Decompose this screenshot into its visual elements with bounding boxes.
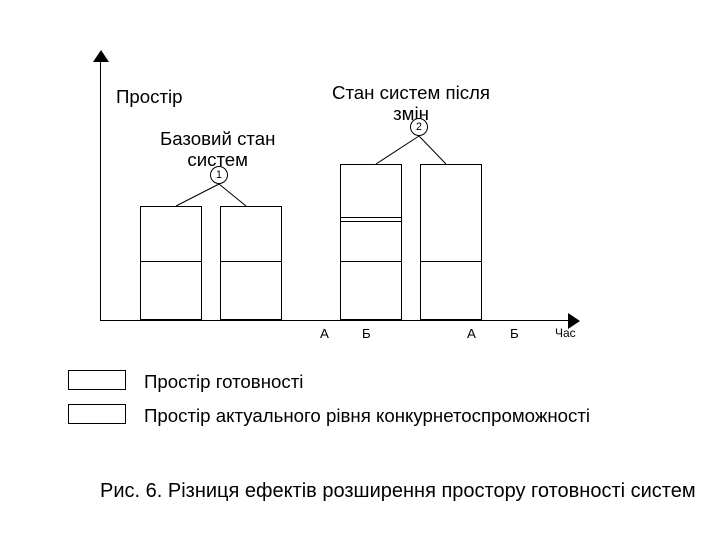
x-tick-label: А — [320, 326, 329, 341]
bar — [140, 206, 202, 320]
bar-divider — [421, 261, 481, 262]
group-marker-number: 2 — [416, 121, 422, 133]
legend-label: Простір актуального рівня конкурнетоспро… — [144, 405, 590, 427]
x-tick-label: Б — [510, 326, 519, 341]
bar — [340, 164, 402, 320]
figure-caption: Рис. 6. Різниця ефектів розширення прост… — [100, 480, 696, 503]
x-axis — [100, 320, 570, 321]
group-title: Базовий стансистем — [160, 128, 275, 171]
x-axis-label: Час — [555, 326, 576, 340]
group-marker: 1 — [210, 166, 228, 184]
y-axis-label: Простір — [116, 86, 183, 108]
bar-divider — [341, 217, 401, 218]
legend-swatch — [68, 370, 126, 390]
bar-divider — [341, 221, 401, 222]
bar-divider — [341, 261, 401, 262]
group-title-line: Стан систем після — [332, 82, 490, 103]
legend-swatch — [68, 404, 126, 424]
group-title: Стан систем післязмін — [332, 82, 490, 125]
group-marker-number: 1 — [216, 169, 222, 181]
bar — [220, 206, 282, 320]
x-tick-label: Б — [362, 326, 371, 341]
legend-label: Простір готовності — [144, 371, 303, 393]
y-axis-arrow-icon — [93, 50, 109, 62]
group-marker: 2 — [410, 118, 428, 136]
group-title-line: Базовий стан — [160, 128, 275, 149]
bar-divider — [221, 261, 281, 262]
y-axis — [100, 60, 101, 320]
bar-divider — [141, 261, 201, 262]
x-tick-label: А — [467, 326, 476, 341]
bar — [420, 164, 482, 320]
